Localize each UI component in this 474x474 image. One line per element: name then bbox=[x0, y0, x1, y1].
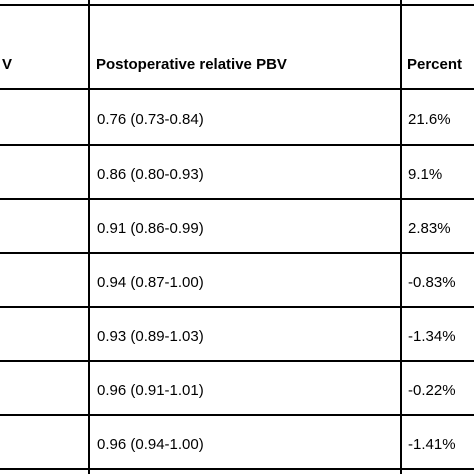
table-cell-postop: 0.94 (0.87-1.00) bbox=[97, 274, 204, 291]
table-cell-postop: 0.93 (0.89-1.03) bbox=[97, 328, 204, 345]
row-divider bbox=[0, 414, 474, 416]
header-cell-percent: Percent bbox=[407, 56, 463, 73]
table-cell-percent: 2.83% bbox=[408, 220, 451, 237]
row-divider bbox=[0, 198, 474, 200]
table-cell-postop: 0.86 (0.80-0.93) bbox=[97, 166, 204, 183]
row-divider bbox=[0, 88, 474, 90]
table-cell-postop: 0.76 (0.73-0.84) bbox=[97, 111, 204, 128]
table-cell-postop: 0.91 (0.86-0.99) bbox=[97, 220, 204, 237]
table-cell-percent: -1.41% bbox=[408, 436, 456, 453]
table-cell-percent: -0.22% bbox=[408, 382, 456, 399]
table-cell-percent: -1.34% bbox=[408, 328, 456, 345]
table-cell-postop: 0.96 (0.91-1.01) bbox=[97, 382, 204, 399]
header-cell-postoperative: Postoperative relative PBV bbox=[96, 56, 287, 73]
column-divider-2 bbox=[400, 0, 402, 474]
row-divider bbox=[0, 252, 474, 254]
table-cell-percent: -0.83% bbox=[408, 274, 456, 291]
row-divider bbox=[0, 144, 474, 146]
column-divider-1 bbox=[88, 0, 90, 474]
table-cell-postop: 0.96 (0.94-1.00) bbox=[97, 436, 204, 453]
row-divider bbox=[0, 4, 474, 6]
row-divider bbox=[0, 468, 474, 470]
table-cell-percent: 9.1% bbox=[408, 166, 443, 183]
table-cell-percent: 21.6% bbox=[408, 111, 451, 128]
row-divider bbox=[0, 360, 474, 362]
row-divider bbox=[0, 306, 474, 308]
header-cell-col1: V bbox=[2, 56, 13, 73]
